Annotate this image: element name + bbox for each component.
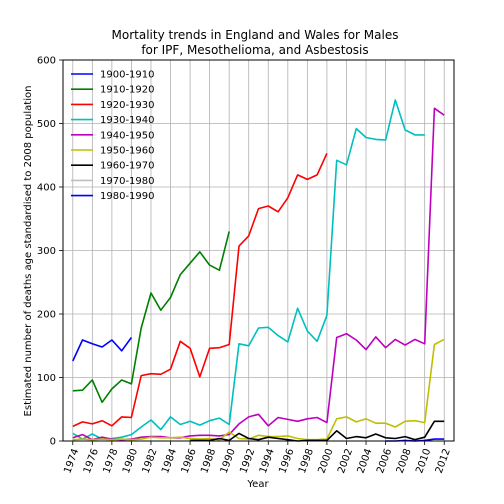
legend-label-1960-1970: 1960-1970 (100, 161, 155, 172)
legend-label-1930-1940: 1930-1940 (100, 115, 155, 126)
x-tick-label: 1976 (82, 447, 101, 475)
y-tick-label: 300 (37, 246, 56, 257)
x-tick-label: 2002 (336, 447, 355, 475)
legend-label-1950-1960: 1950-1960 (100, 146, 155, 157)
series-line-1950-1960 (73, 339, 444, 439)
series-line-1900-1910 (73, 338, 132, 362)
x-axis: 1974 1976 1978 1980 1982 1984 1986 1988 1990 1992… (62, 441, 452, 475)
x-axis-label: Year (246, 479, 269, 490)
series-line-1940-1950 (73, 108, 444, 439)
x-tick-label: 1982 (141, 447, 160, 475)
x-tick-label: 2010 (414, 447, 433, 475)
x-tick-label: 2000 (317, 447, 336, 475)
legend: 1900-1910 1910-1920 1920-1930 1930-1940 1940… (71, 70, 155, 203)
x-tick-label: 2006 (375, 447, 394, 475)
x-tick-label: 1994 (258, 447, 277, 475)
legend-label-1940-1950: 1940-1950 (100, 130, 155, 141)
y-tick-label: 200 (37, 310, 56, 321)
y-tick-label: 400 (37, 183, 56, 194)
legend-label-1970-1980: 1970-1980 (100, 176, 155, 187)
x-tick-label: 1974 (62, 447, 81, 475)
x-tick-label: 1992 (238, 447, 257, 475)
x-tick-label: 1998 (297, 447, 316, 475)
x-tick-label: 1984 (160, 447, 179, 475)
y-axis: 0 100 200 300 400 500 600 (37, 56, 63, 448)
x-tick-label: 1986 (180, 447, 199, 475)
y-tick-label: 100 (37, 373, 56, 384)
chart-title-line-1: Mortality trends in England and Wales fo… (112, 28, 399, 42)
y-tick-label: 0 (50, 437, 56, 448)
x-tick-label: 2008 (395, 447, 414, 475)
y-tick-label: 500 (37, 119, 56, 130)
legend-label-1980-1990: 1980-1990 (100, 191, 155, 202)
x-tick-label: 1980 (121, 447, 140, 475)
y-tick-label: 600 (37, 56, 56, 67)
x-tick-label: 1990 (219, 447, 238, 475)
legend-label-1910-1920: 1910-1920 (100, 85, 155, 96)
x-tick-label: 1978 (101, 447, 120, 475)
legend-label-1900-1910: 1900-1910 (100, 70, 155, 81)
y-axis-label: Estimated number of deaths age standardi… (23, 86, 34, 417)
x-tick-label: 1996 (277, 447, 296, 475)
x-tick-label: 2012 (434, 447, 453, 475)
legend-label-1920-1930: 1920-1930 (100, 100, 155, 111)
x-tick-label: 2004 (356, 447, 375, 475)
x-tick-label: 1988 (199, 447, 218, 475)
chart-title-line-2: for IPF, Mesothelioma, and Asbestosis (141, 43, 368, 57)
